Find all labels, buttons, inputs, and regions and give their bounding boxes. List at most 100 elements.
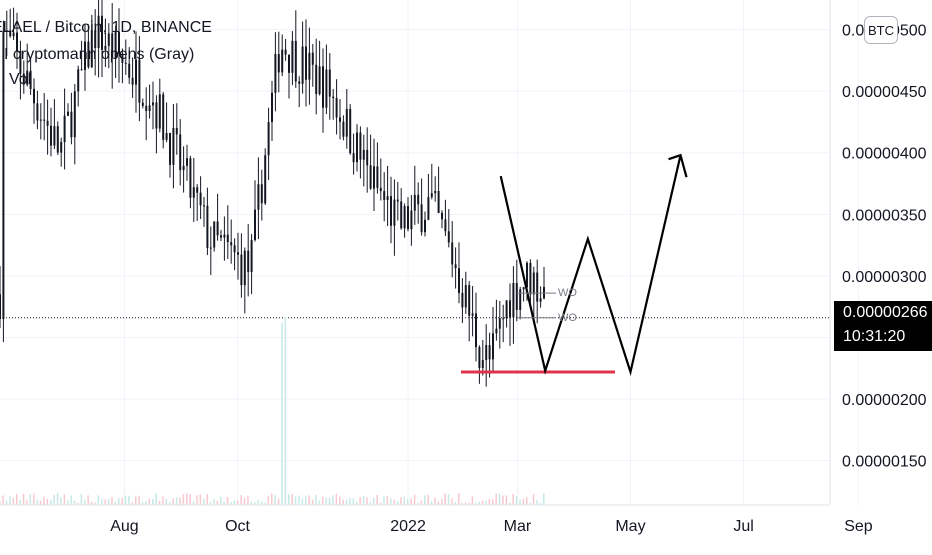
candle-body bbox=[410, 210, 413, 230]
volume-bar bbox=[492, 499, 494, 505]
candle-body bbox=[70, 111, 73, 138]
candle-body bbox=[43, 119, 46, 121]
candle-body bbox=[196, 187, 199, 193]
candle-body bbox=[12, 32, 15, 37]
volume-bar bbox=[543, 493, 545, 505]
volume-bar bbox=[203, 498, 205, 505]
indicator-label[interactable]: I cryptomann opens (Gray) bbox=[4, 46, 195, 63]
volume-bar bbox=[223, 501, 225, 505]
volume-bar bbox=[77, 502, 79, 505]
arrow-head bbox=[668, 153, 688, 178]
volume-bar bbox=[277, 498, 280, 505]
candle-body bbox=[67, 111, 69, 116]
volume-bar bbox=[505, 495, 508, 505]
volume-bar bbox=[87, 495, 89, 505]
candle-body bbox=[226, 234, 229, 243]
volume-bar bbox=[424, 495, 426, 505]
chart-legend: ELAEL / Bitcoin, 1D, BINANCE I cryptoman… bbox=[0, 19, 220, 88]
volume-bar bbox=[366, 497, 368, 505]
candle-body bbox=[158, 94, 161, 129]
volume-bar bbox=[342, 499, 344, 505]
volume-bar bbox=[451, 498, 453, 505]
candle-body bbox=[131, 77, 134, 85]
candle-body bbox=[87, 41, 90, 68]
volume-bar bbox=[475, 502, 477, 505]
volume-bar bbox=[502, 495, 504, 505]
candle-body bbox=[417, 194, 420, 205]
volume-bar bbox=[5, 500, 8, 505]
volume-bar bbox=[165, 498, 168, 505]
x-tick-label: Aug bbox=[110, 518, 138, 535]
volume-bar bbox=[158, 500, 161, 505]
candle-body bbox=[427, 197, 430, 220]
candle-body bbox=[495, 328, 498, 334]
volume-bar bbox=[288, 494, 290, 505]
candle-body bbox=[481, 360, 484, 368]
volume-bar bbox=[417, 502, 419, 505]
y-tick-label: 0.00000450 bbox=[842, 84, 927, 101]
candle-body bbox=[471, 313, 474, 316]
candle-body bbox=[454, 264, 457, 269]
candle-body bbox=[288, 54, 290, 73]
candle-body bbox=[169, 132, 171, 165]
candle-body bbox=[342, 121, 345, 137]
candle-body bbox=[522, 287, 525, 290]
volume-bar bbox=[539, 502, 542, 505]
volume-bar bbox=[420, 500, 423, 505]
volume-bar bbox=[532, 494, 535, 505]
candle-body bbox=[192, 187, 195, 198]
volume-bar bbox=[471, 496, 474, 505]
volume-bar bbox=[315, 494, 317, 505]
candle-body bbox=[148, 105, 151, 112]
volume-bar bbox=[264, 502, 266, 505]
candle-body bbox=[77, 69, 80, 92]
drawings[interactable]: WO WO bbox=[461, 153, 688, 377]
volume-bar bbox=[250, 501, 253, 505]
volume-bar bbox=[509, 502, 511, 505]
volume-bar bbox=[352, 498, 355, 505]
x-tick-label: Oct bbox=[225, 518, 250, 535]
volume-bar bbox=[230, 501, 232, 505]
candle-body bbox=[257, 184, 260, 210]
candle-body bbox=[305, 46, 307, 80]
candle-body bbox=[458, 268, 460, 293]
candle-body bbox=[97, 15, 100, 48]
candle-body bbox=[386, 196, 389, 200]
volume-bar bbox=[39, 500, 42, 505]
volume-label[interactable]: Vol bbox=[9, 71, 32, 88]
candle-body bbox=[485, 345, 488, 361]
candle-body bbox=[80, 69, 83, 71]
candle-body bbox=[366, 149, 369, 166]
candle-body bbox=[505, 300, 508, 319]
volume-bar bbox=[46, 499, 49, 505]
volume-bar bbox=[94, 502, 96, 505]
volume-bar bbox=[345, 499, 348, 505]
candle-body bbox=[311, 52, 314, 65]
candle-body bbox=[447, 231, 450, 243]
volume-bar bbox=[114, 501, 117, 505]
grid-lines bbox=[0, 0, 859, 505]
candle-body bbox=[509, 300, 511, 318]
candle-body bbox=[294, 40, 297, 82]
volume-bar bbox=[495, 493, 497, 505]
volume-bar bbox=[226, 497, 229, 505]
candle-body bbox=[413, 194, 416, 211]
last-price-tag: 0.00000266 10:31:20 bbox=[834, 301, 932, 351]
volume-bar bbox=[447, 494, 450, 505]
volume-bar bbox=[213, 499, 215, 505]
wo-label: WO bbox=[558, 287, 577, 299]
volume-bar bbox=[308, 495, 310, 505]
symbol-title[interactable]: ELAEL / Bitcoin, 1D, BINANCE bbox=[0, 19, 212, 36]
candle-body bbox=[322, 66, 324, 108]
candle-body bbox=[393, 199, 396, 226]
currency-badge[interactable]: BTC bbox=[864, 16, 898, 44]
candle-body bbox=[121, 53, 124, 63]
volume-bar bbox=[311, 499, 314, 505]
candle-body bbox=[526, 262, 528, 288]
volume-bar bbox=[60, 497, 62, 505]
volume-bar bbox=[284, 316, 287, 505]
candle-body bbox=[33, 88, 35, 104]
y-tick-label: 0.00000200 bbox=[842, 392, 927, 409]
